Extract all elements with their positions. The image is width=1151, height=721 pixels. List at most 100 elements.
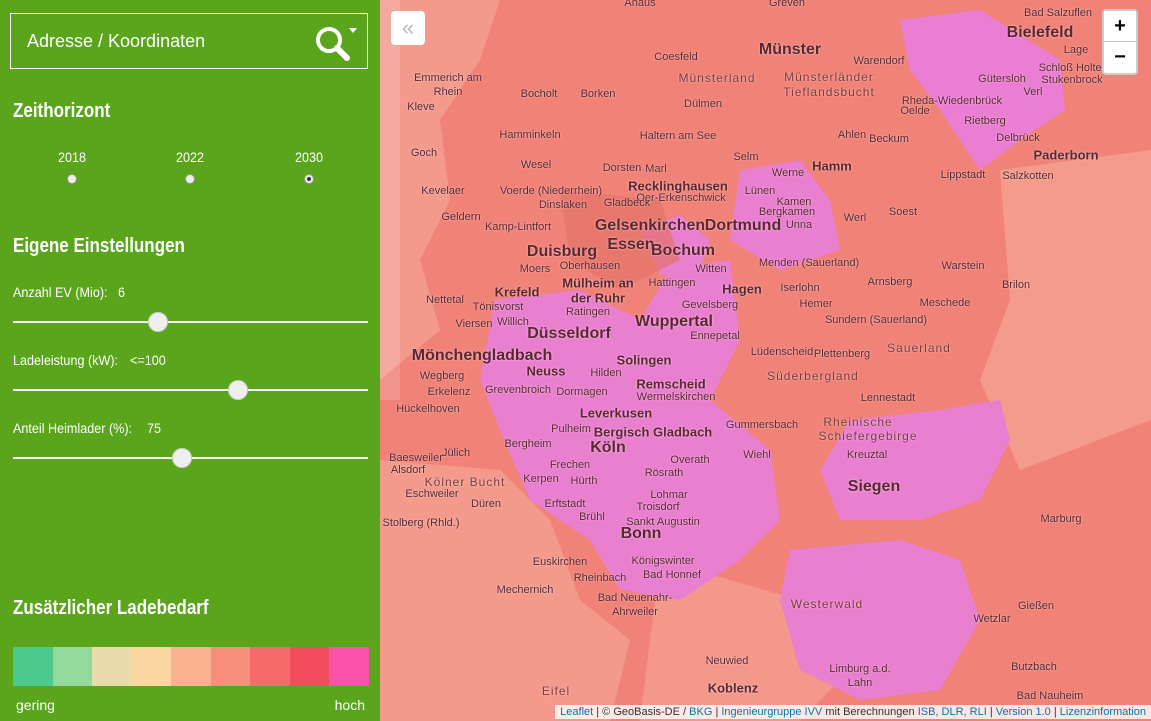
place-label: Neuss [526,363,566,379]
place-label: Koblenz [707,680,759,696]
legend-swatch [329,647,369,686]
map[interactable]: Ahaus Greven Bad Salzuflen Münster Bielefeld… [380,0,1151,721]
place-label: Baesweiler [389,452,443,464]
place-label: Ahrweiler [612,606,658,618]
place-label: Erkelenz [427,386,471,398]
place-label: Kleve [407,101,435,113]
place-label: Plettenberg [813,348,871,360]
slider-thumb[interactable] [228,380,248,400]
place-label: Wesel [520,159,552,171]
place-label: Beckum [869,133,909,145]
place-label: Münsterland [678,71,756,85]
place-label: Goch [410,147,438,159]
slider-track [13,312,368,332]
place-label: Emmerich am [414,72,482,84]
place-label: Rösrath [644,467,684,479]
map-regions [380,0,1151,721]
zoom-out[interactable]: − [1104,42,1136,72]
place-label: Kerpen [523,473,559,485]
place-label: Hattingen [648,277,696,289]
place-label: Wiehl [743,449,771,461]
place-label: Iserlohn [780,282,820,294]
place-label: Erftstadt [544,498,586,510]
place-label: Willich [497,316,529,328]
attribution-link[interactable]: BKG [689,706,713,718]
radio-button[interactable] [67,174,77,184]
place-label: Wetzlar [973,613,1011,625]
place-label: Pulheim [551,423,591,435]
place-label: Schloß Holte- [1038,62,1106,74]
slider-thumb[interactable] [148,312,168,332]
place-label: Bad Salzuflen [1024,7,1092,19]
legend-high: hoch [334,697,365,713]
place-label: Kevelaer [421,185,465,197]
place-label: der Ruhr [570,290,626,306]
place-label: Moers [519,263,551,275]
place-label: Rheinbach [573,572,627,584]
attribution-link[interactable]: Ingenieurgruppe IVV [721,706,823,718]
place-label: Brilon [1001,279,1031,291]
place-label: Bad Honnef [642,569,702,581]
attribution-link[interactable]: Lizenzinformation [1059,706,1146,718]
place-label: Gevelsberg [681,299,739,311]
attribution-text: | [1053,706,1057,718]
place-label: Krefeld [494,284,540,300]
place-label: Dülmen [684,98,722,110]
place-label: Verl [1023,86,1043,98]
place-label: Lünen [744,185,776,197]
place-label: Bielefeld [1006,24,1074,41]
place-label: Lahn [847,677,873,689]
place-label: Solingen [616,352,672,368]
legend-swatch [92,647,132,686]
slider-value: 6 [118,284,126,300]
place-label: Hamminkeln [499,129,561,141]
place-label: Ennepetal [690,330,740,342]
place-label: Gummersbach [725,419,799,431]
search-box[interactable]: Adresse / Koordinaten [10,13,368,69]
legend-swatch [52,647,92,686]
radio-label: 2018 [57,149,87,165]
place-label: Werl [843,212,867,224]
place-label: Alsdorf [390,464,426,476]
place-label: Essen [607,236,655,253]
legend-swatch [131,647,171,686]
radio-button[interactable] [304,174,314,184]
radio-label: 2030 [294,149,324,165]
collapse-button[interactable]: « [391,11,425,45]
place-label: Marl [645,163,667,175]
place-label: Dortmund [704,217,782,234]
place-label: Delbrück [996,132,1040,144]
place-label: Menden (Sauerland) [758,257,860,269]
section-title: Zusätzlicher Ladebedarf [13,597,209,619]
zoom-in[interactable]: + [1104,11,1136,42]
place-label: Greven [768,0,806,9]
place-label: Leverkusen [579,405,653,421]
place-label: Lage [1063,44,1089,56]
place-label: Euskirchen [532,556,588,568]
place-label: Jülich [441,447,471,459]
place-label: Tieflandsbucht [783,85,875,99]
attribution: Leaflet | © GeoBasis-DE / BKG | Ingenieu… [555,705,1151,719]
attribution-link[interactable]: Version 1.0 [995,706,1051,718]
place-label: Mechernich [496,584,554,596]
place-label: Meschede [919,297,971,309]
radio-button[interactable] [185,174,195,184]
place-label: Dorsten [602,162,642,174]
place-label: Borken [580,88,616,100]
slider-thumb[interactable] [172,448,192,468]
place-label: Tönisvorst [472,301,524,313]
attribution-link[interactable]: ISB, DLR, RLI [917,706,987,718]
place-label: Kölner Bucht [424,475,506,489]
place-label: Hagen [722,281,762,297]
attribution-link[interactable]: Leaflet [560,706,594,718]
place-label: Rietberg [964,115,1006,127]
place-label: Mülheim an [562,275,634,291]
place-label: Unna [785,219,813,231]
place-label: Sundern (Sauerland) [824,314,928,326]
place-label: Warstein [941,260,985,272]
search-icon[interactable] [311,22,361,66]
legend-swatch [13,647,53,686]
place-label: Düsseldorf [527,325,611,342]
place-label: Bad Neuenahr- [597,592,673,604]
place-label: Soest [888,206,918,218]
